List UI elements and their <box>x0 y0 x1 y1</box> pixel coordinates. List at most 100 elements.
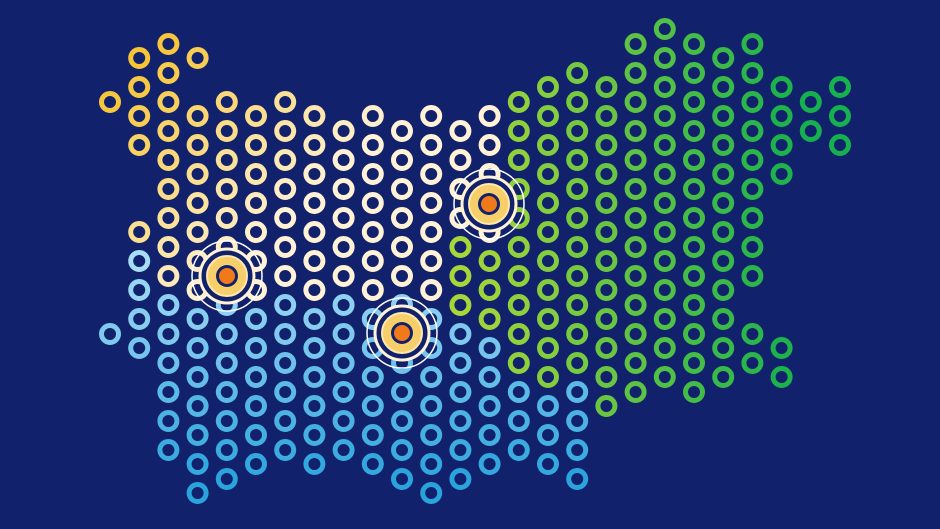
map-dot <box>507 91 530 113</box>
map-dot <box>332 294 355 316</box>
map-dot <box>157 381 180 403</box>
map-dot <box>449 236 472 258</box>
map-dot <box>712 192 735 214</box>
marker-outer-ring <box>191 240 263 312</box>
map-dot <box>157 439 180 461</box>
map-dot <box>186 395 209 417</box>
map-dot <box>683 149 705 171</box>
map-dot <box>361 221 384 243</box>
map-dot <box>157 207 180 229</box>
map-dot <box>157 120 180 142</box>
map-dot <box>186 453 209 475</box>
map-dot <box>683 120 705 142</box>
map-dot <box>449 410 472 432</box>
map-dot <box>624 62 647 84</box>
map-dot <box>478 453 501 475</box>
map-dot <box>653 221 676 243</box>
map-dot <box>624 178 647 200</box>
map-dot <box>829 134 851 156</box>
map-dot <box>332 207 355 229</box>
map-dot <box>245 192 267 214</box>
map-dot <box>537 366 559 388</box>
map-dot <box>537 395 559 417</box>
map-dot <box>741 91 764 113</box>
map-dot <box>595 76 618 98</box>
map-dot <box>215 381 238 403</box>
map-dot <box>566 410 589 432</box>
map-dot <box>537 105 559 127</box>
map-dot <box>566 381 589 403</box>
map-dot <box>507 439 530 461</box>
map-dot <box>507 120 530 142</box>
map-dot <box>507 352 530 374</box>
map-dot <box>507 410 530 432</box>
map-dot <box>683 236 705 258</box>
map-dot <box>566 178 589 200</box>
map-dot <box>741 323 764 345</box>
map-dot <box>391 381 413 403</box>
dot-grid <box>99 18 851 504</box>
map-dot <box>274 265 297 287</box>
map-dot <box>303 105 326 127</box>
map-dot <box>449 381 472 403</box>
map-dot <box>624 236 647 258</box>
map-dot <box>449 323 472 345</box>
map-dot <box>274 120 297 142</box>
map-dot <box>624 381 647 403</box>
map-dot <box>186 337 209 359</box>
map-dot <box>361 424 384 446</box>
map-dot <box>741 352 764 374</box>
map-dot <box>478 134 501 156</box>
map-dot <box>332 439 355 461</box>
map-dot <box>566 468 589 490</box>
map-dot <box>303 366 326 388</box>
map-dot <box>215 410 238 432</box>
map-dot <box>712 366 735 388</box>
map-dot <box>215 178 238 200</box>
map-dot <box>420 163 443 185</box>
map-dot <box>712 337 735 359</box>
map-dot <box>303 308 326 330</box>
map-dot <box>770 163 793 185</box>
map-dot <box>391 178 413 200</box>
map-dot <box>215 439 238 461</box>
map-dot <box>683 33 705 55</box>
map-dot <box>332 352 355 374</box>
map-dot <box>712 163 735 185</box>
map-dot <box>683 207 705 229</box>
map-dot <box>507 294 530 316</box>
map-dot <box>683 178 705 200</box>
map-dot <box>624 294 647 316</box>
map-dot <box>653 337 676 359</box>
map-dot <box>624 33 647 55</box>
marker-outer-ring <box>453 168 525 240</box>
map-dot <box>303 163 326 185</box>
map-dot <box>245 395 267 417</box>
map-dot <box>741 33 764 55</box>
map-dot <box>186 163 209 185</box>
map-dot <box>595 250 618 272</box>
map-dot <box>741 178 764 200</box>
map-dot <box>215 120 238 142</box>
map-dot <box>186 134 209 156</box>
map-dot <box>186 366 209 388</box>
map-dot <box>215 149 238 171</box>
map-dot <box>332 323 355 345</box>
map-dot <box>478 366 501 388</box>
map-dot <box>332 178 355 200</box>
map-dot <box>624 352 647 374</box>
map-dot <box>653 105 676 127</box>
map-dot <box>537 76 559 98</box>
map-dot <box>653 134 676 156</box>
map-dot <box>653 76 676 98</box>
map-dot <box>712 47 735 69</box>
map-dot <box>624 149 647 171</box>
map-dot <box>537 221 559 243</box>
map-dot <box>799 120 822 142</box>
map-dot <box>566 207 589 229</box>
map-dot <box>157 33 180 55</box>
map-dot <box>245 134 267 156</box>
map-dot <box>683 323 705 345</box>
